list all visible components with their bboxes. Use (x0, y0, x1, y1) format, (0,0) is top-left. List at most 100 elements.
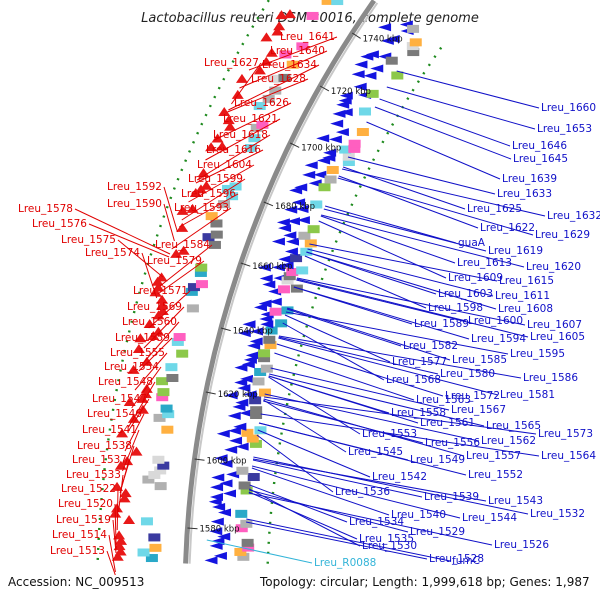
gene-label-right: Lreu_1660 (541, 102, 596, 114)
reverse-gene-arrow (241, 360, 255, 369)
tick-label: 1580 kbp (200, 525, 240, 535)
gene-label-right: Lreu_1639 (502, 173, 557, 185)
gene-label-right: Lreu_1529 (410, 526, 465, 538)
cog-category-block (185, 287, 198, 296)
gene-label-right: Lreu_1535 (359, 533, 414, 545)
cog-category-block (241, 538, 254, 547)
cog-category-block (264, 341, 277, 350)
reverse-gene-arrow (316, 134, 330, 143)
gene-label-left: Lreu_1628 (251, 73, 306, 85)
gene-label-right: Lreu_1563 (416, 394, 471, 406)
cog-category-block (218, 200, 231, 209)
gene-label-left: Lreu_1641 (280, 31, 335, 43)
right-leader-line (347, 156, 496, 195)
reverse-gene-arrow (211, 473, 225, 482)
reverse-gene-arrow (271, 237, 285, 246)
cog-category-block (265, 326, 278, 335)
left-gene-labels: Lreu_1641 Lreu_1640 Lreu_1627 Lreu_1634 Lreu… (18, 31, 335, 557)
gene-label-right: Lreu_1564 (541, 450, 596, 462)
forward-gene-arrow (218, 107, 231, 117)
forward-gene-arrow (260, 32, 273, 42)
reverse-gene-arrow (234, 363, 248, 372)
right-leader-line (386, 86, 536, 130)
position-ticks: 1740 kbp 1720 kbp 1700 kbp 1680 kbp 1660 kbp… (187, 32, 403, 535)
gene-label-right: Lreu_1528 (429, 553, 484, 565)
tick-label: 1720 kbp (331, 87, 371, 97)
reverse-gene-arrow (239, 409, 253, 418)
left-leader-line (122, 429, 140, 472)
right-leader-line (287, 307, 451, 361)
cog-category-block (306, 11, 319, 20)
reverse-gene-arrow (323, 148, 337, 157)
reverse-gene-arrow (259, 274, 273, 283)
cog-category-block (242, 543, 255, 552)
cog-category-block (156, 393, 169, 402)
cog-category-block (171, 337, 184, 346)
right-leader-line (374, 106, 512, 160)
reverse-gene-arrow (268, 287, 282, 296)
cog-category-block (321, 0, 334, 5)
reverse-gene-arrow (216, 429, 230, 438)
gene-label-left: Lreu_1578 (18, 203, 73, 215)
right-leader-line (278, 336, 439, 375)
reverse-gene-arrow (209, 541, 223, 550)
forward-gene-arrow (115, 535, 128, 545)
left-leader-line (171, 207, 232, 250)
gene-label-right: Lreu_1646 (512, 140, 567, 152)
cog-category-block (160, 404, 173, 413)
left-leader-line (114, 503, 117, 550)
right-leader-line (282, 322, 385, 381)
gene-label-right: Lreu_1582 (403, 340, 458, 352)
gene-label-right: Lreu_1544 (462, 512, 517, 524)
left-leader-line (139, 321, 180, 368)
cog-category-block (300, 247, 313, 256)
cog-category-block (229, 182, 242, 191)
right-leader-line (309, 243, 498, 282)
cog-category-block (286, 267, 299, 276)
forward-gene-arrow (152, 326, 165, 336)
gene-label-right: Lreu_1645 (513, 153, 568, 165)
right-leader-line (278, 335, 522, 379)
gene-label-right: Lreu_1613 (457, 257, 512, 269)
cog-category-block (145, 554, 158, 563)
forward-gene-arrow (200, 180, 213, 190)
right-leader-line (379, 98, 511, 147)
reverse-gene-arrow (280, 261, 294, 270)
right-leader-line (248, 492, 493, 546)
gene-label-right: fumC (452, 555, 480, 567)
topology-text: Topology: circular; Length: 1,999,618 bp… (259, 575, 590, 589)
cog-category-block (262, 94, 275, 103)
cog-category-block (407, 48, 420, 57)
cog-category-block (165, 363, 178, 372)
gene-label-right: Lreu_1572 (445, 390, 500, 402)
cog-category-block (154, 482, 167, 491)
right-leader-line (263, 398, 465, 457)
gene-label-left: Lreu_1640 (270, 45, 325, 57)
forward-gene-arrow (139, 389, 152, 399)
gene-label-right: Lreu_1558 (391, 407, 446, 419)
cog-category-block (237, 552, 250, 561)
left-leader-lines (74, 36, 338, 576)
left-leader-line (143, 306, 185, 349)
gene-label-right: Lreu_1580 (440, 368, 495, 380)
gene-label-left: Lreu_1584 (155, 239, 210, 251)
forward-gene-arrow (156, 300, 169, 310)
reverse-gene-arrow (226, 470, 240, 479)
forward-gene-arrow (197, 168, 210, 178)
tick-mark (240, 262, 251, 267)
left-leader-line (163, 186, 178, 233)
reverse-gene-arrow (363, 71, 377, 80)
reverse-gene-arrow (253, 303, 267, 312)
gene-label-left: Lreu_1569 (127, 301, 182, 313)
right-leader-line (253, 458, 487, 502)
right-leader-line (268, 375, 419, 424)
right-leader-line (270, 367, 450, 411)
left-leader-line (127, 398, 150, 433)
gene-label-right: Lreu_1534 (349, 516, 404, 528)
cog-category-block (249, 439, 262, 448)
cog-category-block (348, 144, 361, 153)
right-leader-line (284, 314, 391, 363)
reverse-gene-arrow (232, 402, 246, 411)
gene-label-right: Lreu_1603 (438, 288, 493, 300)
gene-label-rna: Lreu_R0088 (314, 557, 376, 569)
